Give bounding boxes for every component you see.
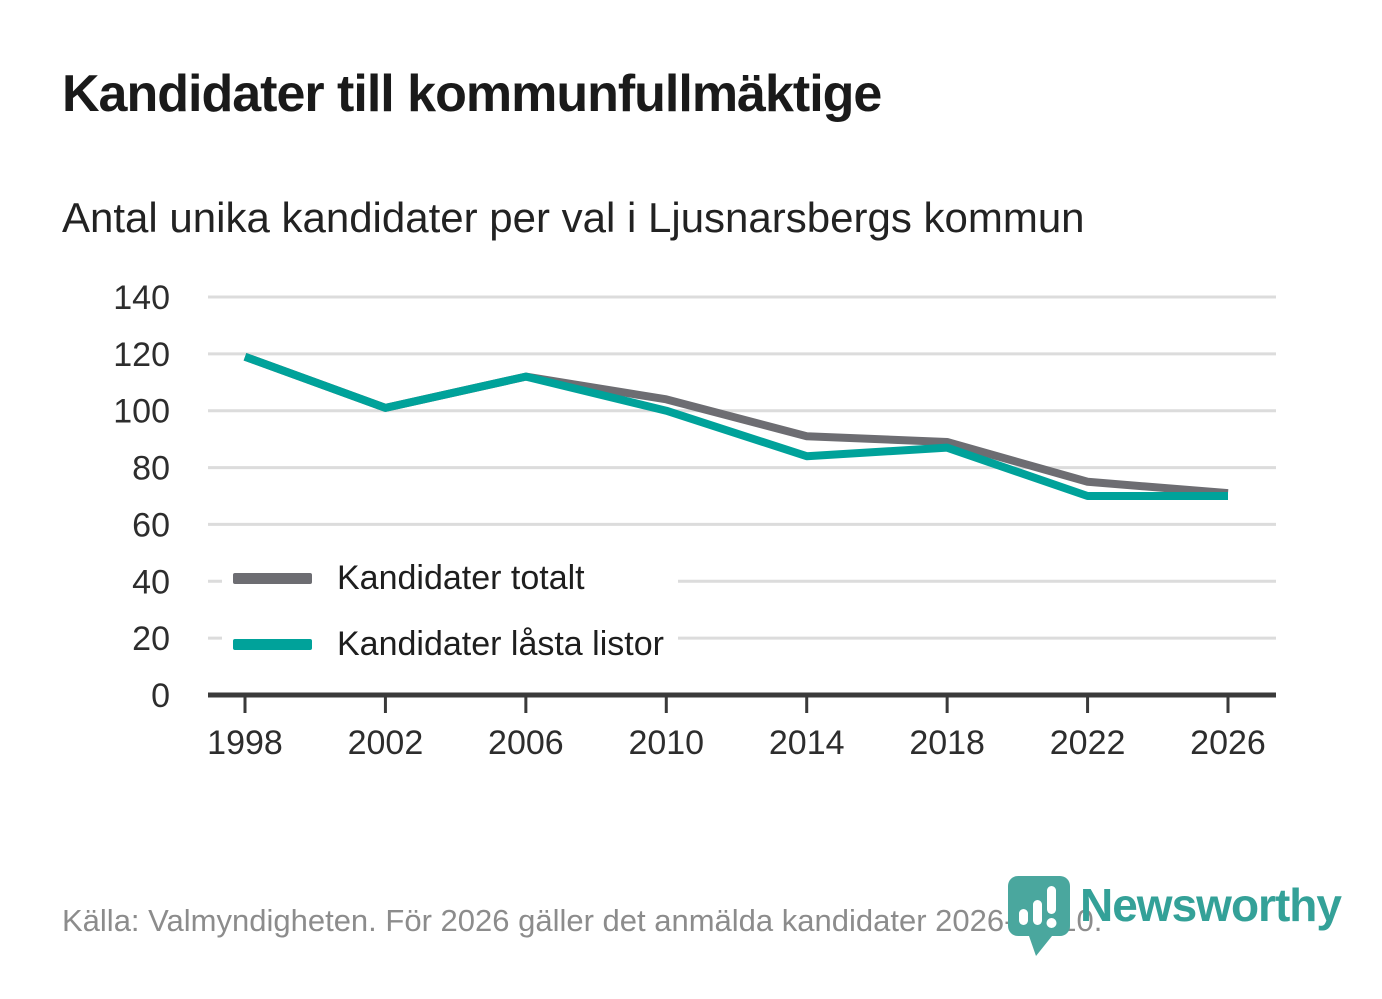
newsworthy-logo: Newsworthy (1008, 876, 1342, 960)
y-axis-tick-label: 60 (132, 506, 170, 544)
series-line-locked-lists (243, 352, 1228, 500)
legend-label-total: Kandidater totalt (337, 558, 585, 597)
series-line-total (243, 352, 1229, 498)
x-axis-tick-label: 2026 (1190, 724, 1266, 762)
bar-chart-pin-icon (1008, 876, 1070, 956)
y-axis-tick-label: 80 (132, 450, 170, 488)
x-axis-tick-label: 2006 (488, 724, 564, 762)
y-axis-tick-label: 0 (151, 677, 170, 715)
x-axis-tick-label: 2002 (348, 724, 424, 762)
source-note: Källa: Valmyndigheten. För 2026 gäller d… (62, 903, 1103, 938)
legend-swatch-locked-lists (233, 638, 312, 650)
x-axis-tick-label: 2014 (769, 724, 845, 762)
y-axis-tick-label: 100 (113, 393, 170, 431)
chart-legend: Kandidater totalt Kandidater låsta listo… (222, 552, 678, 670)
legend-item-total: Kandidater totalt (222, 552, 678, 604)
x-axis-tick-label: 2010 (628, 724, 704, 762)
x-axis-tick-label: 2022 (1050, 724, 1126, 762)
y-axis-tick-label: 120 (113, 336, 170, 374)
legend-label-locked-lists: Kandidater låsta listor (337, 624, 664, 663)
y-axis-tick-label: 20 (132, 620, 170, 658)
x-axis-tick-label: 2018 (909, 724, 985, 762)
page-title: Kandidater till kommunfullmäktige (62, 65, 882, 123)
y-axis-tick-label: 140 (113, 279, 170, 317)
x-axis-tick-label: 1998 (207, 724, 283, 762)
legend-swatch-total (233, 572, 312, 584)
chart-subtitle: Antal unika kandidater per val i Ljusnar… (62, 194, 1085, 241)
y-axis-tick-label: 40 (132, 563, 170, 601)
newsworthy-wordmark: Newsworthy (1080, 879, 1342, 931)
legend-item-locked-lists: Kandidater låsta listor (222, 618, 678, 670)
